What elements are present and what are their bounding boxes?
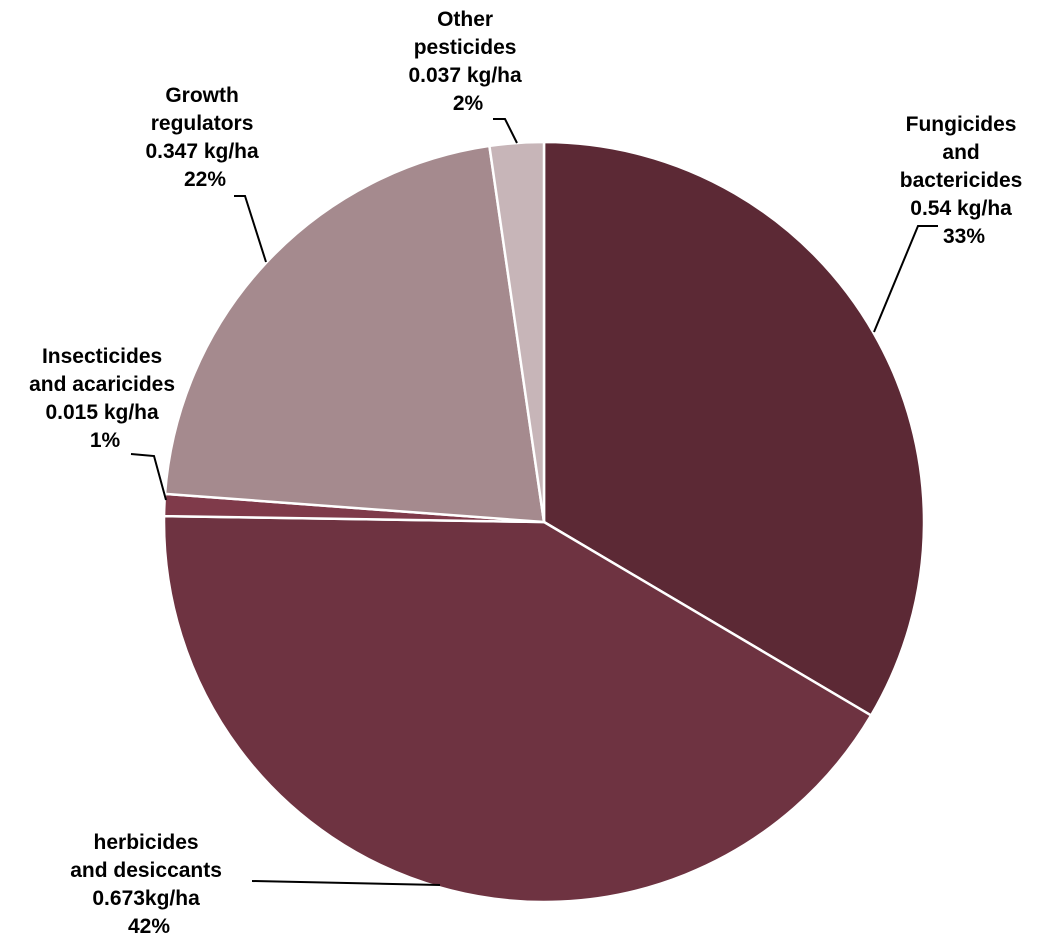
leader-lines (130, 118, 938, 886)
leader-line-2 (130, 453, 167, 501)
data-labels: Fungicides and bactericides 0.54 kg/ha 3… (29, 8, 1028, 938)
leader-line-3 (234, 195, 267, 263)
label-fungicides: Fungicides and bactericides 0.54 kg/ha 3… (900, 113, 1028, 248)
leader-line-0 (873, 225, 938, 333)
leader-line-4 (493, 118, 518, 144)
label-insecticides: Insecticides and acaricides 0.015 kg/ha … (29, 345, 181, 452)
leader-line-1 (251, 880, 441, 886)
pie-slices (162, 140, 926, 904)
label-herbicides: herbicides and desiccants 0.673kg/ha 42% (70, 831, 228, 938)
label-growth-regulators: Growth regulators 0.347 kg/ha 22% (145, 84, 264, 191)
label-other-pesticides: Other pesticides 0.037 kg/ha 2% (408, 8, 527, 115)
pie-slice-3 (163, 144, 546, 524)
pie-slice-1 (162, 514, 873, 904)
pie-slice-0 (542, 140, 926, 717)
